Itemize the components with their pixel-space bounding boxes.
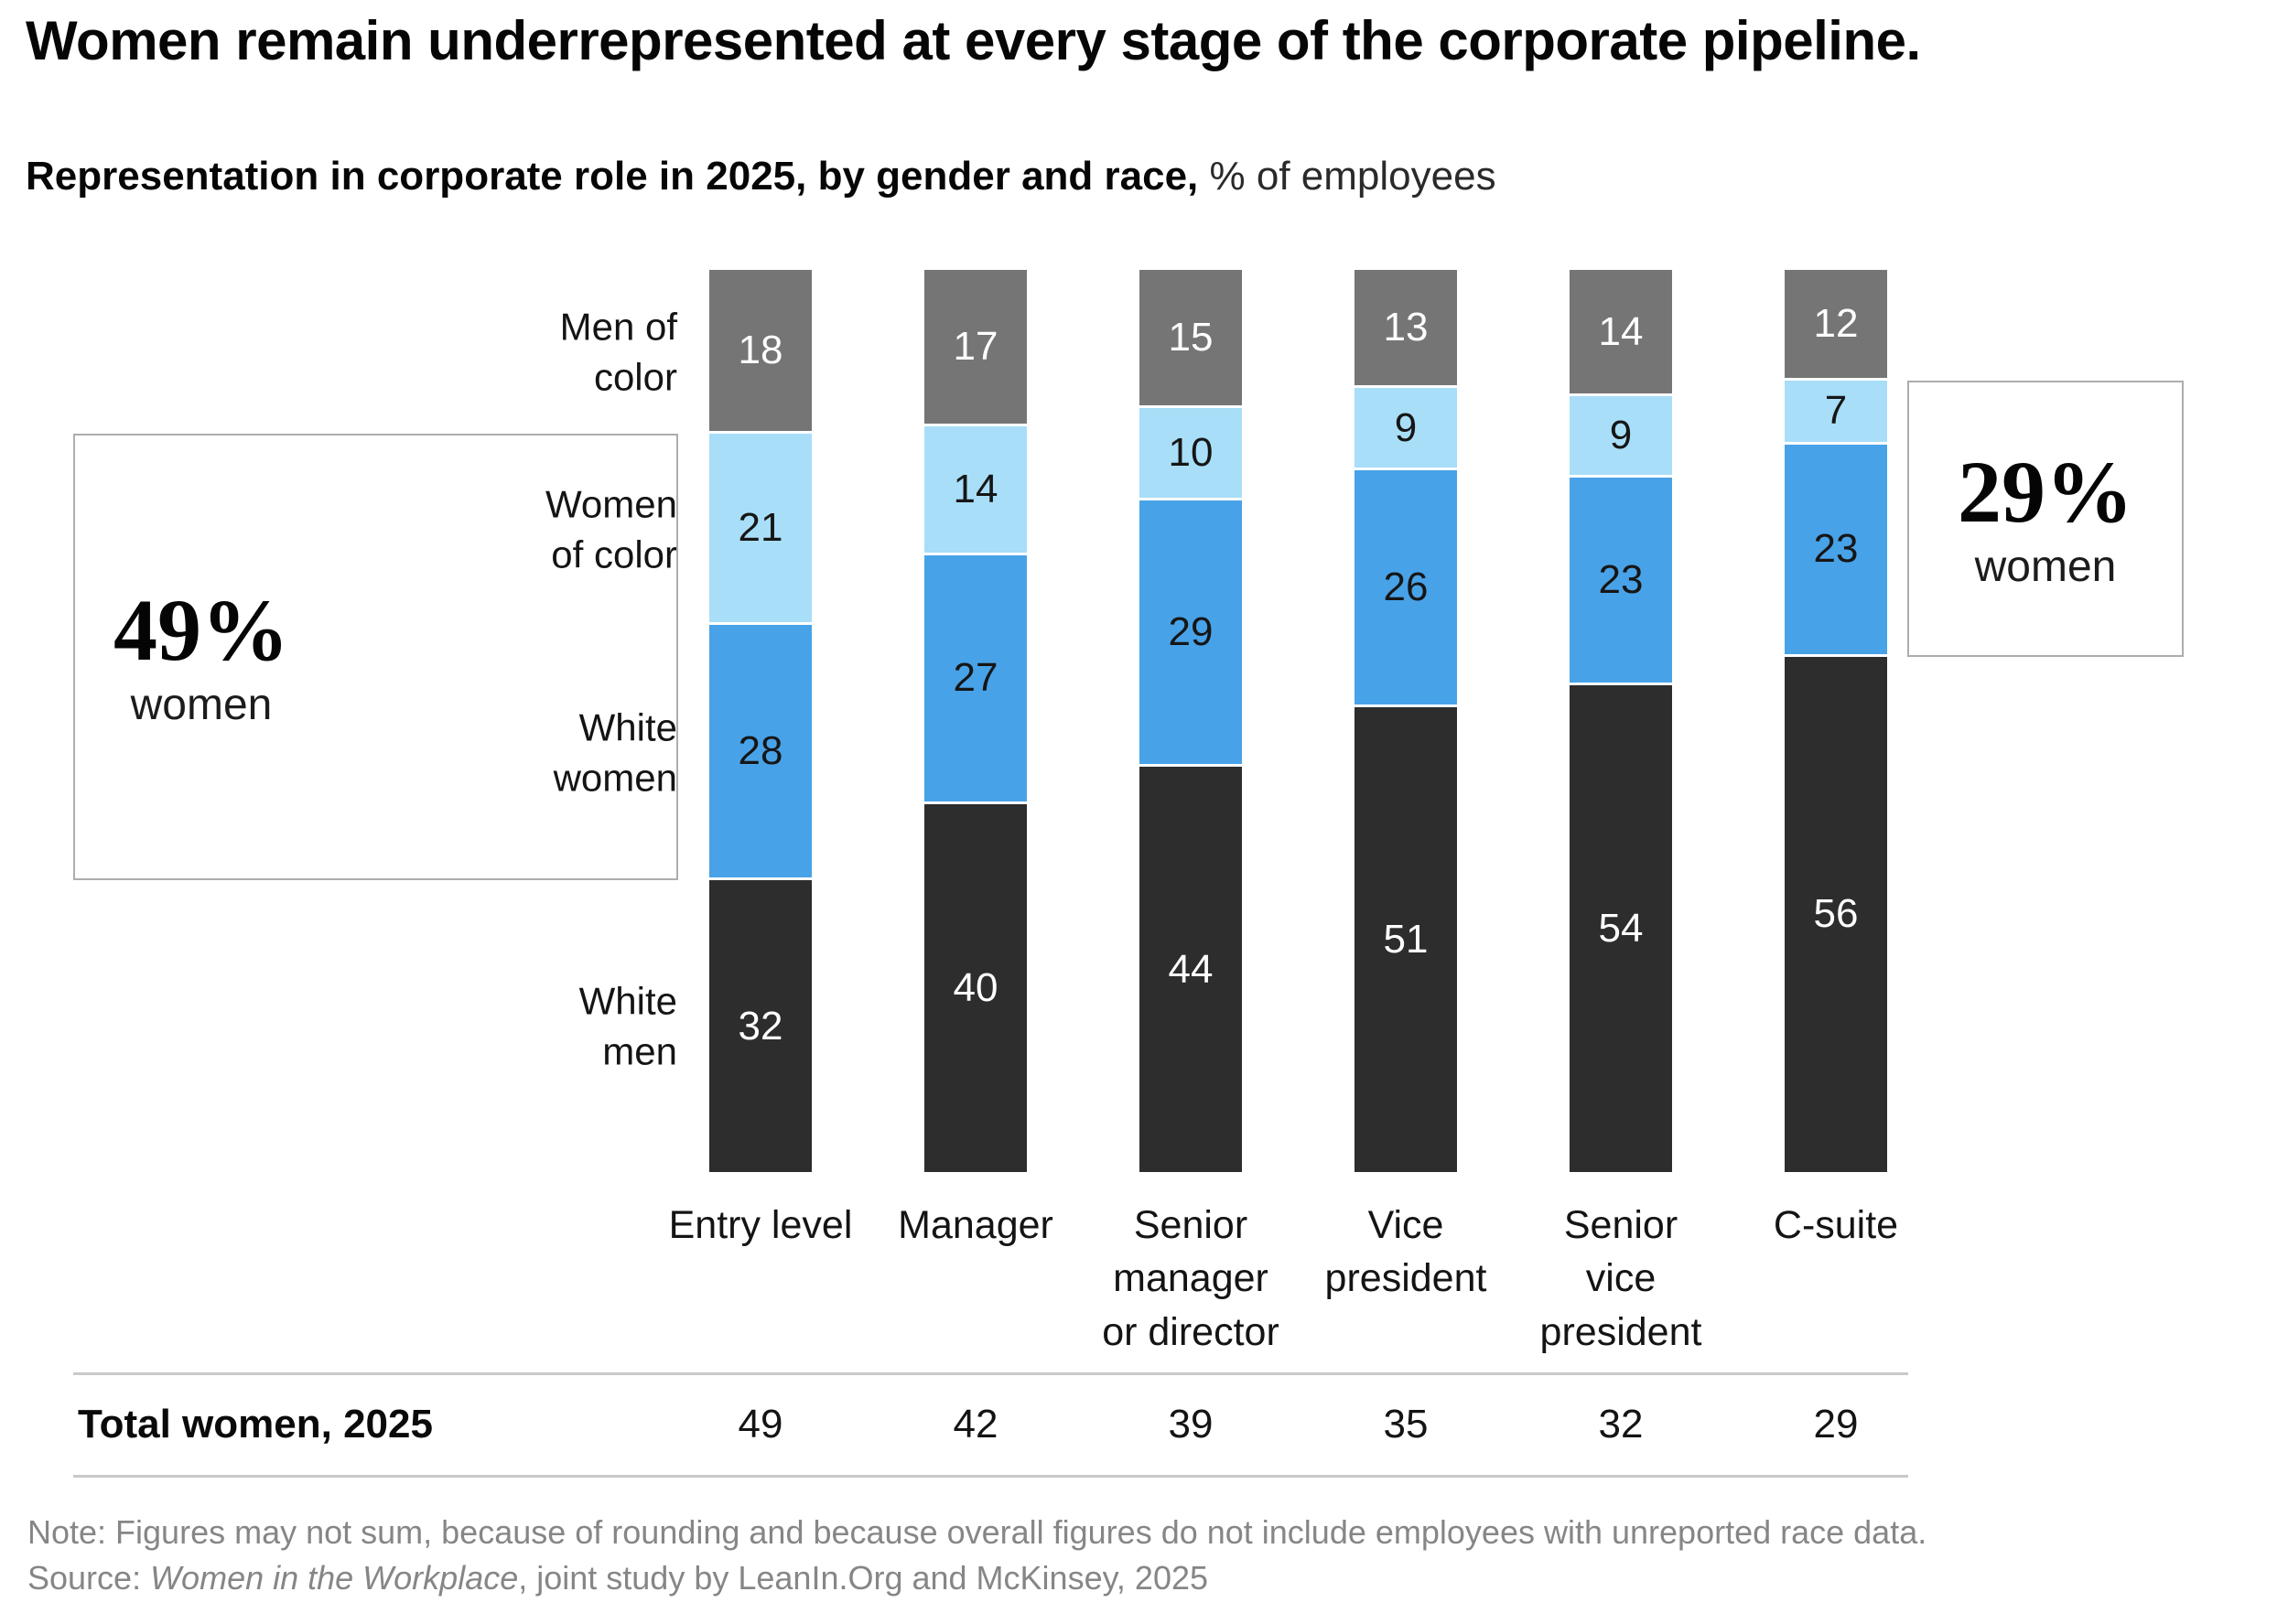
bar-segment-men-of-color: 17 <box>924 270 1027 427</box>
legend-white-men: White men <box>578 979 677 1073</box>
annotation-entry-level-women-percent: 49% <box>113 581 289 680</box>
axis-category-vice-president: Vice president <box>1324 1203 1487 1301</box>
segment-value-label: 13 <box>1383 305 1429 350</box>
total-women-value-senior-manager-or-director: 39 <box>1168 1402 1214 1447</box>
bar-manager: 17 14 27 40 <box>924 270 1027 1172</box>
bar-segment-women-of-color: 14 <box>924 426 1027 555</box>
footnote-note: Note: Figures may not sum, because of ro… <box>27 1513 1927 1551</box>
axis-category-c-suite: C-suite <box>1773 1203 1899 1247</box>
axis-category-senior-vice-president: Senior vice president <box>1539 1203 1702 1354</box>
bar-segment-men-of-color: 15 <box>1139 270 1242 408</box>
segment-value-label: 28 <box>738 728 783 774</box>
total-women-value-vice-president: 35 <box>1383 1402 1429 1447</box>
segment-value-label: 17 <box>953 324 998 370</box>
total-women-value-manager: 42 <box>953 1402 998 1447</box>
segment-value-label: 12 <box>1813 300 1859 346</box>
source-prefix: Source: <box>27 1559 151 1597</box>
segment-value-label: 26 <box>1383 565 1429 610</box>
total-row-label: Total women, 2025 <box>78 1402 433 1447</box>
bar-segment-white-men: 44 <box>1139 767 1242 1172</box>
axis-category-senior-manager-or-director: Senior manager or director <box>1102 1203 1279 1354</box>
segment-value-label: 23 <box>1813 526 1859 572</box>
chart-title: Women remain underrepresented at every s… <box>26 10 1921 71</box>
bar-segment-white-women: 26 <box>1354 470 1457 708</box>
annotation-entry-level-women: 49% women <box>113 586 289 727</box>
annotation-csuite-women-percent: 29% <box>1958 442 2133 541</box>
total-women-value-senior-vice-president: 32 <box>1598 1402 1644 1447</box>
segment-value-label: 51 <box>1383 917 1429 962</box>
segment-value-label: 32 <box>738 1003 783 1049</box>
bar-vice-president: 13 9 26 51 <box>1354 270 1457 1172</box>
annotation-box-total-women-csuite <box>1907 380 2184 657</box>
total-row-rule-bottom <box>73 1475 1908 1478</box>
bar-segment-men-of-color: 12 <box>1785 270 1887 381</box>
axis-category-manager: Manager <box>898 1203 1053 1247</box>
source-study-title: Women in the Workplace <box>150 1559 519 1597</box>
chart-subtitle: Representation in corporate role in 2025… <box>26 154 1496 199</box>
bar-segment-women-of-color: 10 <box>1139 407 1242 500</box>
bar-segment-men-of-color: 18 <box>709 270 812 435</box>
source-suffix: , joint study by LeanIn.Org and McKinsey… <box>518 1559 1209 1597</box>
bar-segment-white-men: 32 <box>709 880 812 1172</box>
chart-subtitle-unit: % of employees <box>1198 154 1496 199</box>
segment-value-label: 18 <box>738 328 783 373</box>
annotation-csuite-women: 29% women <box>1958 442 2133 591</box>
segment-value-label: 29 <box>1168 608 1214 654</box>
segment-value-label: 7 <box>1824 388 1848 434</box>
bar-segment-white-men: 54 <box>1570 684 1672 1172</box>
bar-segment-women-of-color: 9 <box>1354 388 1457 471</box>
segment-value-label: 21 <box>738 505 783 551</box>
bar-senior-manager-or-director: 15 10 29 44 <box>1139 270 1242 1172</box>
bar-segment-white-women: 28 <box>709 625 812 881</box>
bar-segment-white-men: 40 <box>924 803 1027 1172</box>
bar-senior-vice-president: 14 9 23 54 <box>1570 270 1672 1172</box>
annotation-box-total-women-entry <box>73 434 678 881</box>
segment-value-label: 40 <box>953 964 998 1010</box>
bar-c-suite: 12 7 23 56 <box>1785 270 1887 1172</box>
annotation-entry-level-women-word: women <box>130 681 273 730</box>
segment-value-label: 14 <box>953 466 998 511</box>
total-row-rule-top <box>73 1372 1908 1375</box>
bar-segment-women-of-color: 7 <box>1785 380 1887 446</box>
total-women-value-entry-level: 49 <box>738 1402 783 1447</box>
bar-segment-white-men: 51 <box>1354 707 1457 1172</box>
chart-subtitle-bold: Representation in corporate role in 2025… <box>26 154 1199 199</box>
segment-value-label: 9 <box>1394 404 1418 450</box>
segment-value-label: 10 <box>1168 429 1214 475</box>
legend-white-women: White women <box>553 705 677 800</box>
footnote-source: Source: Women in the Workplace, joint st… <box>27 1555 1926 1601</box>
axis-category-entry-level: Entry level <box>668 1203 853 1247</box>
total-women-value-c-suite: 29 <box>1813 1402 1859 1447</box>
segment-value-label: 54 <box>1598 905 1644 951</box>
bar-segment-white-women: 23 <box>1785 445 1887 657</box>
segment-value-label: 56 <box>1813 891 1859 937</box>
bar-segment-white-women: 29 <box>1139 500 1242 768</box>
bar-segment-white-women: 27 <box>924 554 1027 804</box>
bar-segment-white-men: 56 <box>1785 656 1887 1172</box>
footnote-block: Note: Figures may not sum, because of ro… <box>27 1510 1926 1601</box>
bar-segment-white-women: 23 <box>1570 477 1672 685</box>
bar-segment-men-of-color: 14 <box>1570 270 1672 397</box>
segment-value-label: 44 <box>1168 946 1214 992</box>
segment-value-label: 9 <box>1609 412 1633 457</box>
segment-value-label: 23 <box>1598 556 1644 602</box>
annotation-csuite-women-word: women <box>1974 542 2117 591</box>
segment-value-label: 15 <box>1168 314 1214 360</box>
segment-value-label: 27 <box>953 655 998 701</box>
legend-women-of-color: Women of color <box>545 482 677 576</box>
bar-segment-men-of-color: 13 <box>1354 270 1457 389</box>
bar-segment-women-of-color: 9 <box>1570 396 1672 478</box>
bar-segment-women-of-color: 21 <box>709 434 812 626</box>
legend-men-of-color: Men of color <box>559 305 677 399</box>
segment-value-label: 14 <box>1598 308 1644 354</box>
bar-entry-level: 18 21 28 32 <box>709 270 812 1172</box>
